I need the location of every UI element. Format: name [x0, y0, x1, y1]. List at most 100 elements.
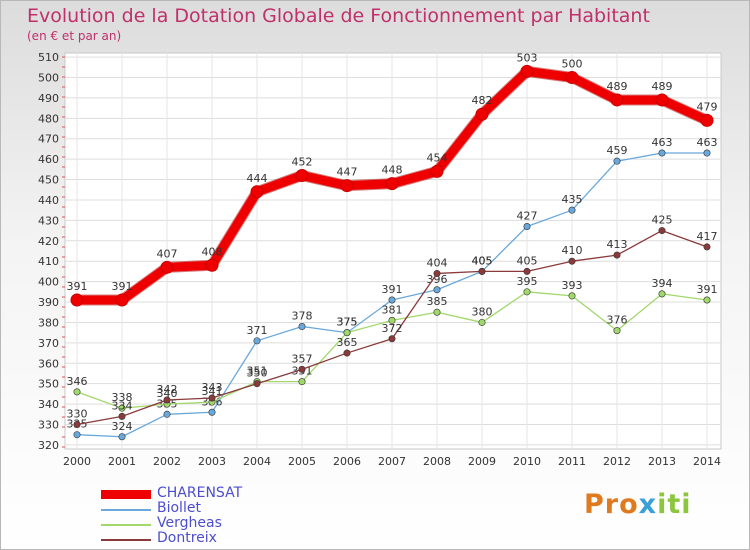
data-label: 404 — [427, 256, 448, 269]
y-tick-label: 360 — [38, 357, 59, 370]
data-point — [118, 412, 126, 420]
data-point — [610, 93, 624, 107]
data-label: 380 — [472, 305, 493, 318]
data-label: 393 — [562, 279, 583, 292]
data-label: 357 — [292, 352, 313, 365]
data-label: 346 — [67, 375, 88, 388]
x-tick-label: 2007 — [378, 455, 406, 468]
data-label: 405 — [472, 254, 493, 267]
y-tick-label: 510 — [38, 51, 59, 64]
data-point — [73, 421, 81, 429]
legend-label: Biollet — [157, 500, 201, 516]
data-label: 427 — [517, 210, 538, 223]
data-label: 459 — [607, 144, 628, 157]
data-point — [295, 168, 309, 182]
data-label: 372 — [382, 322, 403, 335]
data-point — [478, 267, 486, 275]
data-point — [658, 290, 666, 298]
x-tick-label: 2004 — [243, 455, 271, 468]
y-tick-label: 370 — [38, 337, 59, 350]
y-tick-label: 420 — [38, 235, 59, 248]
y-tick-label: 460 — [38, 153, 59, 166]
data-label: 395 — [517, 275, 538, 288]
proxiti-logo: Proxiti — [584, 489, 692, 520]
x-tick-label: 2009 — [468, 455, 496, 468]
data-label: 330 — [67, 408, 88, 421]
data-label: 375 — [337, 316, 358, 329]
data-label: 405 — [472, 254, 493, 267]
data-point — [163, 410, 171, 418]
x-tick-label: 2000 — [63, 455, 91, 468]
data-point — [115, 293, 129, 307]
data-point — [523, 223, 531, 231]
data-point — [703, 243, 711, 251]
data-label: 489 — [652, 80, 673, 93]
y-tick-label: 450 — [38, 174, 59, 187]
data-label: 410 — [562, 244, 583, 257]
y-tick-label: 440 — [38, 194, 59, 207]
data-point — [253, 337, 261, 345]
data-label: 503 — [517, 51, 538, 64]
data-label: 425 — [652, 214, 673, 227]
data-label: 342 — [157, 383, 178, 396]
x-tick-label: 2012 — [603, 455, 631, 468]
data-label: 375 — [337, 316, 358, 329]
x-tick-label: 2010 — [513, 455, 541, 468]
legend-label: Dontreix — [157, 530, 217, 546]
y-tick-label: 320 — [38, 439, 59, 452]
data-point — [160, 260, 174, 274]
data-label: 444 — [247, 172, 268, 185]
y-tick-label: 480 — [38, 112, 59, 125]
y-tick-label: 330 — [38, 419, 59, 432]
data-point — [613, 251, 621, 259]
data-point — [565, 70, 579, 84]
data-point — [298, 378, 306, 386]
data-label: 341 — [202, 385, 223, 398]
data-label: 500 — [562, 57, 583, 70]
legend-swatch — [101, 539, 151, 541]
data-point — [700, 113, 714, 127]
data-label: 435 — [562, 193, 583, 206]
data-label: 385 — [427, 295, 448, 308]
data-point — [118, 404, 126, 412]
legend-label: CHARENSAT — [157, 485, 243, 501]
x-tick-label: 2008 — [423, 455, 451, 468]
data-label: 391 — [697, 283, 718, 296]
data-point — [253, 380, 261, 388]
data-point — [388, 316, 396, 324]
data-point — [388, 335, 396, 343]
data-point — [73, 431, 81, 439]
y-tick-label: 390 — [38, 296, 59, 309]
data-label: 365 — [337, 336, 358, 349]
x-tick-label: 2003 — [198, 455, 226, 468]
data-label: 479 — [697, 100, 718, 113]
data-point — [523, 288, 531, 296]
data-point — [703, 149, 711, 157]
x-tick-label: 2011 — [558, 455, 586, 468]
data-label: 417 — [697, 230, 718, 243]
legend-swatch — [101, 524, 151, 526]
legend-swatch — [101, 490, 151, 499]
data-label: 324 — [112, 420, 133, 433]
data-label: 343 — [202, 381, 223, 394]
data-point — [568, 257, 576, 265]
data-point — [298, 365, 306, 373]
data-point — [208, 394, 216, 402]
y-tick-label: 500 — [38, 71, 59, 84]
data-point — [208, 408, 216, 416]
data-label: 394 — [652, 277, 673, 290]
data-label: 489 — [607, 80, 628, 93]
data-label: 351 — [247, 365, 268, 378]
data-point — [73, 388, 81, 396]
data-point — [658, 227, 666, 235]
data-point — [430, 164, 444, 178]
data-label: 378 — [292, 310, 313, 323]
data-label: 463 — [697, 136, 718, 149]
data-point — [298, 323, 306, 331]
y-tick-label: 490 — [38, 92, 59, 105]
data-point — [433, 286, 441, 294]
chart-title: Evolution de la Dotation Globale de Fonc… — [27, 5, 650, 27]
data-label: 340 — [157, 387, 178, 400]
data-label: 381 — [382, 303, 403, 316]
